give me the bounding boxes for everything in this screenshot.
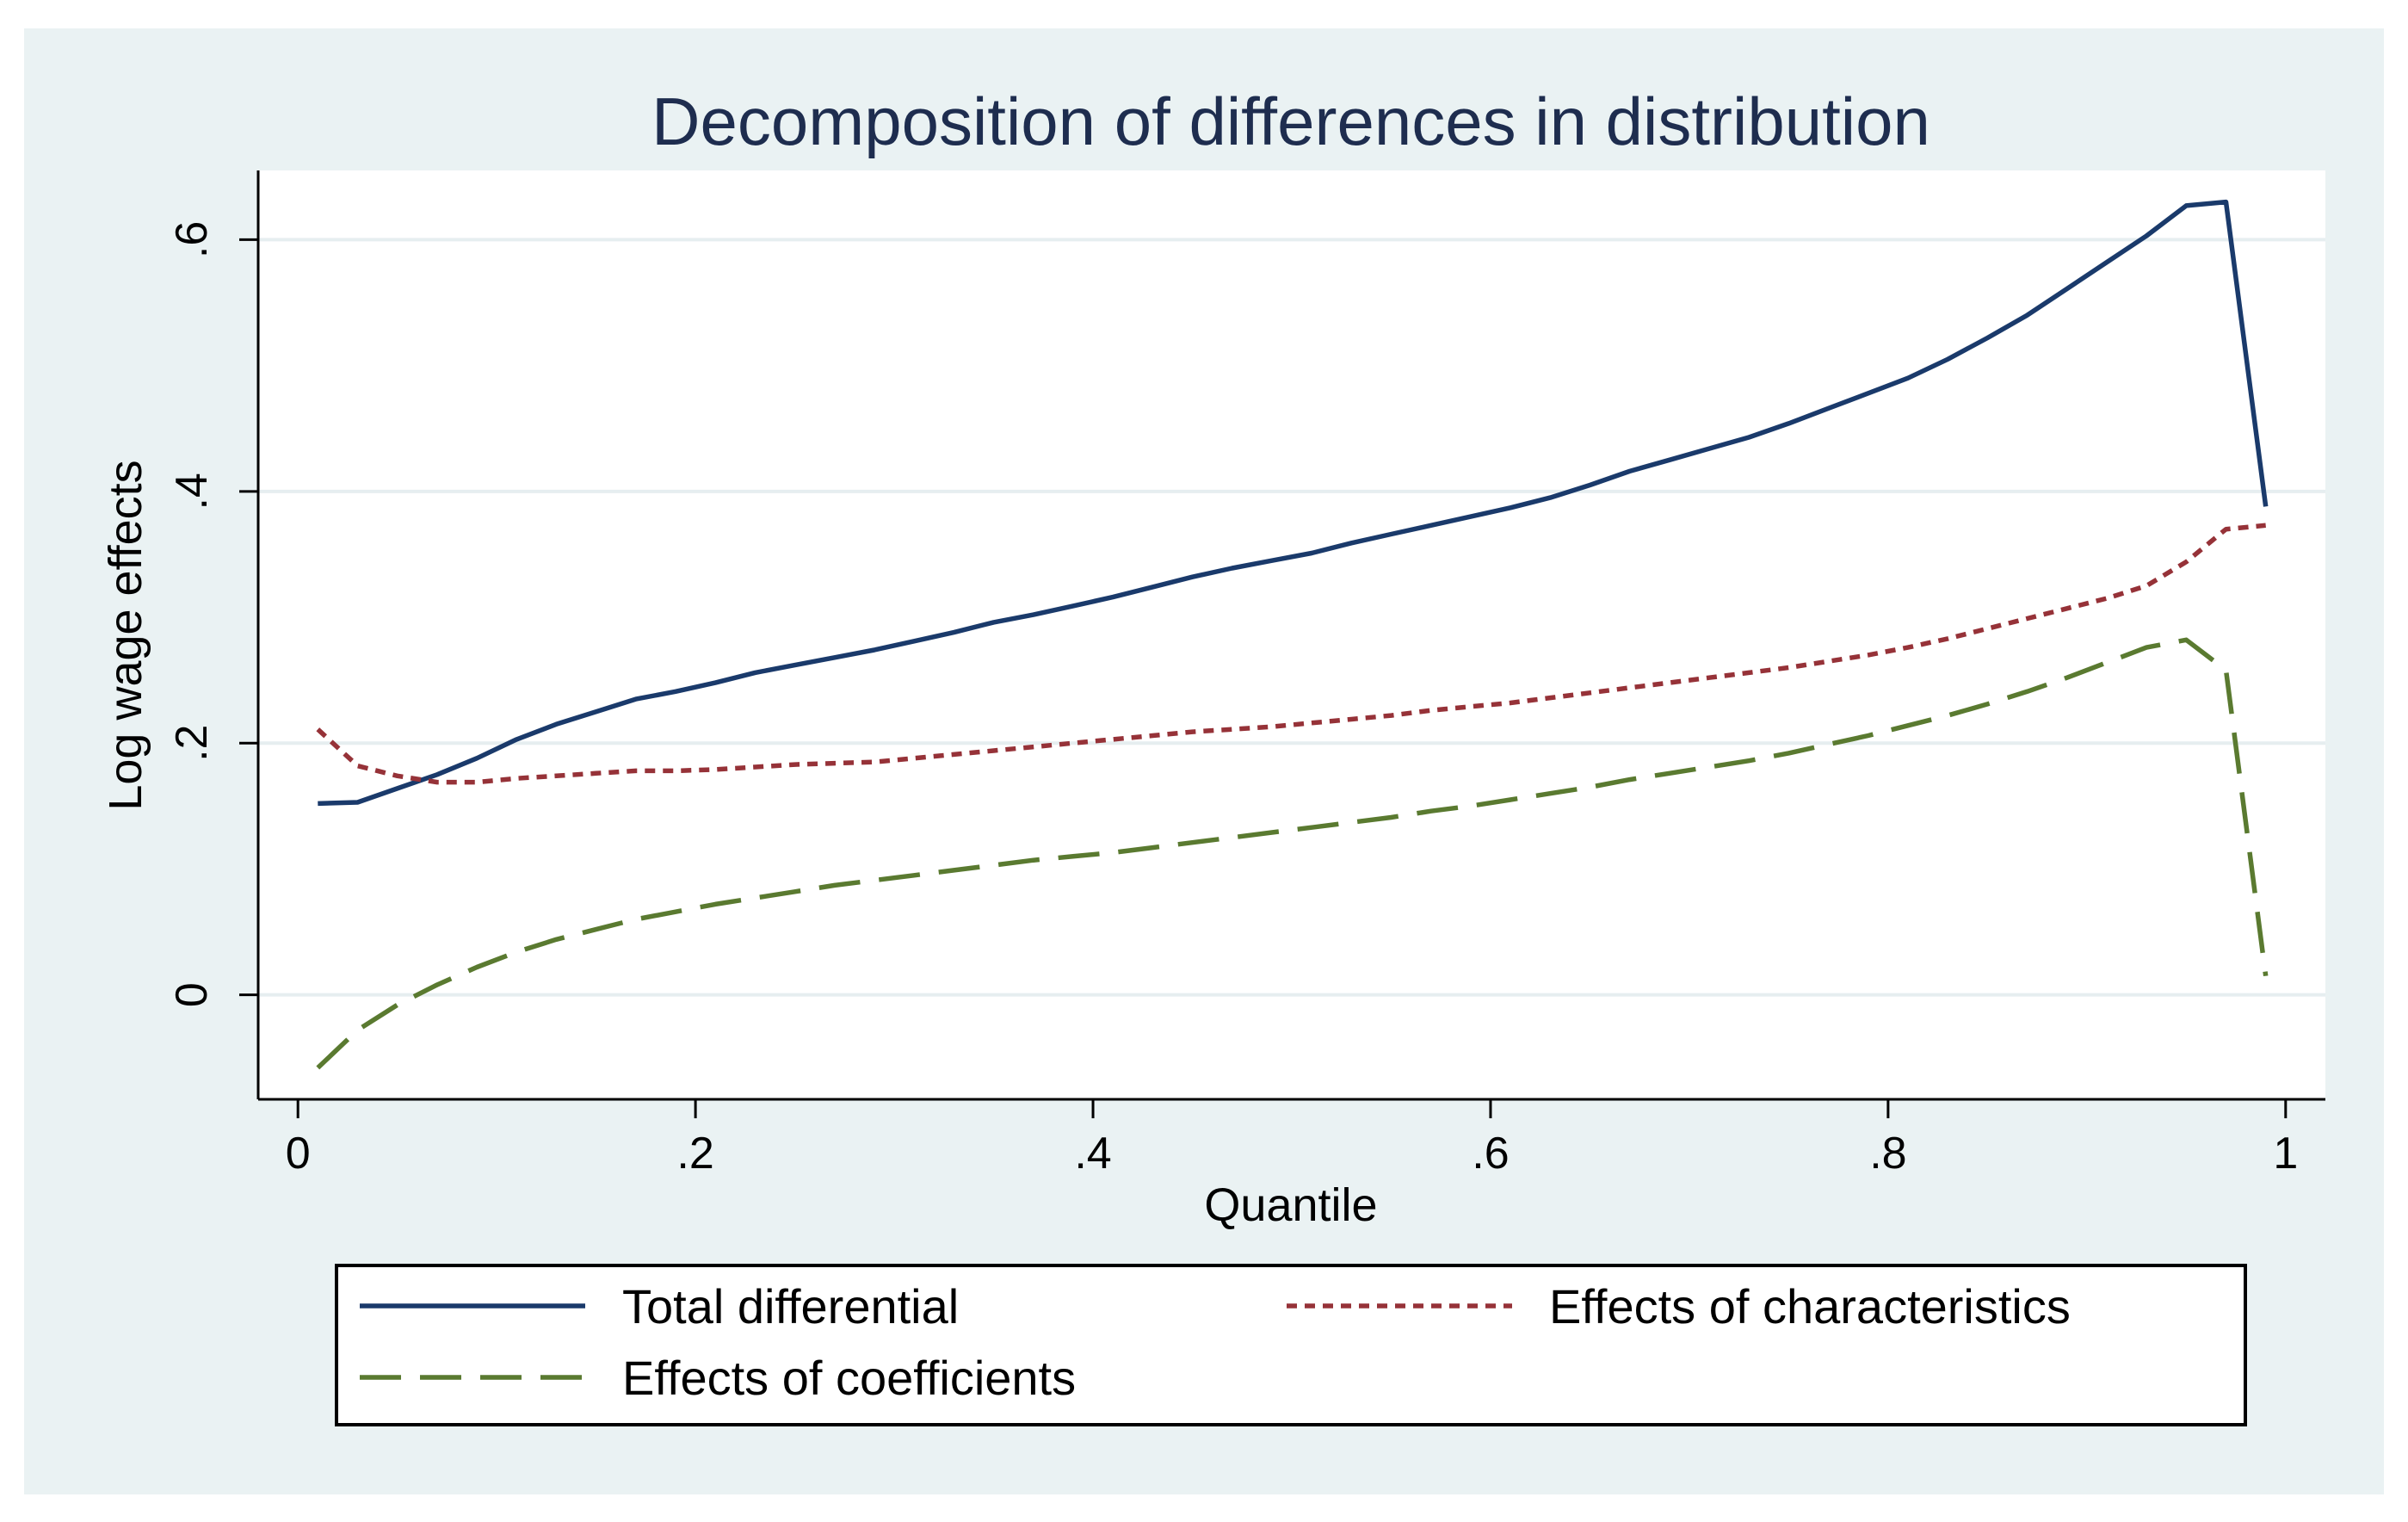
series-layer xyxy=(316,199,2269,1070)
gridlines xyxy=(258,238,2325,997)
x-tick-label: .8 xyxy=(1869,1129,1906,1179)
plot-area xyxy=(258,170,2325,1099)
legend-label: Effects of coefficients xyxy=(622,1351,1076,1405)
x-tick-label: .2 xyxy=(676,1129,713,1179)
legend-label: Effects of characteristics xyxy=(1549,1279,2071,1333)
y-tick-label: 0 xyxy=(167,982,217,1007)
x-axis-ticks: 0 .2 .4 .6 .8 1 xyxy=(286,1099,2298,1179)
legend-item: Effects of characteristics xyxy=(1287,1279,2071,1333)
y-axis-ticks: 0 .2 .4 .6 xyxy=(167,221,258,1007)
chart-title: Decomposition of differences in distribu… xyxy=(651,84,1930,159)
series-line-total-differential xyxy=(318,199,2269,807)
x-tick-label: .4 xyxy=(1074,1129,1111,1179)
y-tick-label: .6 xyxy=(167,221,217,258)
y-axis-title: Log wage effects xyxy=(100,460,151,810)
y-tick-label: .4 xyxy=(167,473,217,510)
x-axis-title: Quantile xyxy=(1204,1179,1377,1231)
x-tick-label: 0 xyxy=(286,1129,311,1179)
y-tick-label: .2 xyxy=(167,725,217,762)
x-tick-label: 1 xyxy=(2273,1129,2298,1179)
legend-item: Effects of coefficients xyxy=(360,1351,1076,1405)
legend: Total differential Effects of characteris… xyxy=(335,1264,2247,1426)
legend-box xyxy=(335,1264,2247,1426)
legend-label: Total differential xyxy=(622,1279,959,1333)
series-line-effects-of-characteristics xyxy=(316,523,2266,785)
x-tick-label: .6 xyxy=(1472,1129,1509,1179)
series-line-effects-of-coefficients xyxy=(316,637,2269,1070)
legend-item: Total differential xyxy=(360,1279,959,1333)
legend-items: Total differential Effects of characteris… xyxy=(360,1279,2071,1405)
